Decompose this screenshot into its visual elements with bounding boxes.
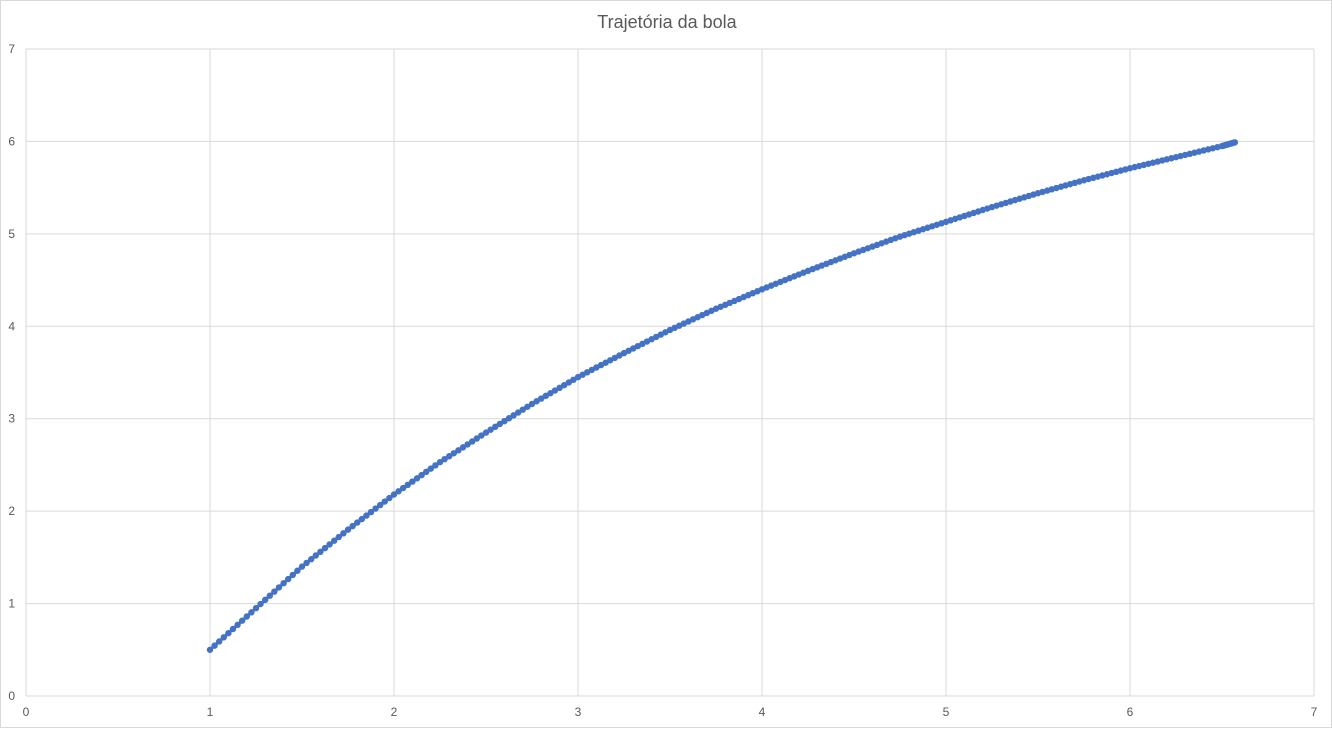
y-tick-label: 4 bbox=[8, 319, 15, 333]
data-point bbox=[225, 629, 232, 637]
data-point bbox=[252, 604, 260, 612]
data-point bbox=[243, 613, 250, 620]
data-point bbox=[358, 515, 365, 523]
data-point bbox=[331, 537, 338, 544]
data-point bbox=[312, 552, 319, 559]
data-point bbox=[298, 563, 306, 570]
data-point bbox=[266, 592, 273, 599]
y-tick-label: 2 bbox=[8, 504, 15, 518]
data-point bbox=[400, 484, 407, 492]
data-point bbox=[519, 406, 526, 413]
y-tick-label: 1 bbox=[8, 597, 15, 611]
data-point bbox=[427, 465, 434, 472]
data-point bbox=[303, 559, 310, 567]
data-point bbox=[335, 533, 342, 541]
y-tick-label: 0 bbox=[8, 689, 15, 703]
data-point bbox=[229, 625, 237, 633]
x-tick-label: 1 bbox=[207, 705, 214, 719]
data-point bbox=[257, 600, 264, 608]
data-point bbox=[469, 438, 476, 445]
data-point bbox=[473, 435, 480, 442]
data-point bbox=[239, 617, 246, 624]
data-series bbox=[206, 139, 1239, 653]
data-point bbox=[326, 541, 333, 548]
x-tick-label: 7 bbox=[1311, 705, 1318, 719]
data-point bbox=[349, 522, 356, 530]
data-point bbox=[423, 468, 430, 476]
data-point bbox=[418, 471, 425, 479]
data-point bbox=[441, 455, 448, 463]
data-point bbox=[248, 609, 255, 616]
y-tick-label: 3 bbox=[8, 412, 15, 426]
data-point bbox=[496, 420, 503, 428]
data-point bbox=[340, 530, 347, 537]
data-point bbox=[395, 488, 402, 495]
data-point bbox=[275, 584, 283, 591]
data-point bbox=[505, 415, 513, 422]
x-tick-label: 0 bbox=[23, 705, 30, 719]
data-point bbox=[234, 621, 241, 629]
data-point bbox=[372, 505, 379, 512]
data-point bbox=[1231, 139, 1239, 146]
data-point bbox=[271, 588, 278, 595]
data-point bbox=[289, 571, 296, 579]
data-point bbox=[436, 458, 444, 466]
data-point bbox=[280, 580, 287, 587]
x-tick-label: 6 bbox=[1127, 705, 1134, 719]
data-point bbox=[390, 491, 398, 498]
data-point bbox=[220, 634, 227, 641]
data-point bbox=[409, 478, 416, 485]
data-point bbox=[377, 501, 384, 509]
data-point bbox=[450, 450, 457, 457]
y-tick-label: 7 bbox=[8, 42, 15, 56]
data-point bbox=[446, 453, 453, 460]
data-point bbox=[262, 596, 269, 604]
x-tick-label: 5 bbox=[943, 705, 950, 719]
data-point bbox=[294, 567, 301, 574]
data-point bbox=[432, 462, 439, 469]
x-tick-label: 4 bbox=[759, 705, 766, 719]
data-point bbox=[317, 548, 324, 556]
x-tick-label: 2 bbox=[391, 705, 398, 719]
data-point bbox=[482, 429, 490, 436]
data-point bbox=[216, 638, 223, 645]
data-point bbox=[413, 475, 421, 482]
data-point bbox=[206, 646, 214, 653]
data-point bbox=[404, 481, 411, 489]
data-point bbox=[515, 409, 522, 416]
x-tick-label: 3 bbox=[575, 705, 582, 719]
y-tick-label: 6 bbox=[8, 134, 15, 148]
data-point bbox=[510, 412, 517, 419]
data-point bbox=[478, 432, 485, 439]
data-point bbox=[386, 494, 393, 502]
data-point bbox=[308, 556, 315, 563]
data-point bbox=[464, 441, 471, 448]
data-point bbox=[367, 508, 375, 516]
y-tick-label: 5 bbox=[8, 227, 15, 241]
data-point bbox=[455, 447, 462, 454]
data-point bbox=[285, 575, 292, 583]
data-point bbox=[354, 519, 361, 526]
data-point bbox=[363, 512, 370, 519]
data-point bbox=[344, 526, 352, 533]
data-point bbox=[459, 444, 467, 451]
data-point bbox=[381, 498, 388, 505]
data-point bbox=[211, 642, 218, 649]
chart-title: Trajetória da bola bbox=[597, 12, 737, 32]
series-line bbox=[208, 140, 1236, 651]
data-point bbox=[492, 423, 499, 431]
data-point bbox=[501, 417, 508, 425]
gridlines bbox=[25, 48, 1315, 697]
data-point bbox=[524, 403, 531, 410]
data-point bbox=[487, 426, 494, 433]
data-point bbox=[321, 544, 329, 552]
axis-labels: 0 1 2 3 4 5 6 7 0 1 2 3 4 5 6 7 bbox=[8, 42, 1317, 719]
